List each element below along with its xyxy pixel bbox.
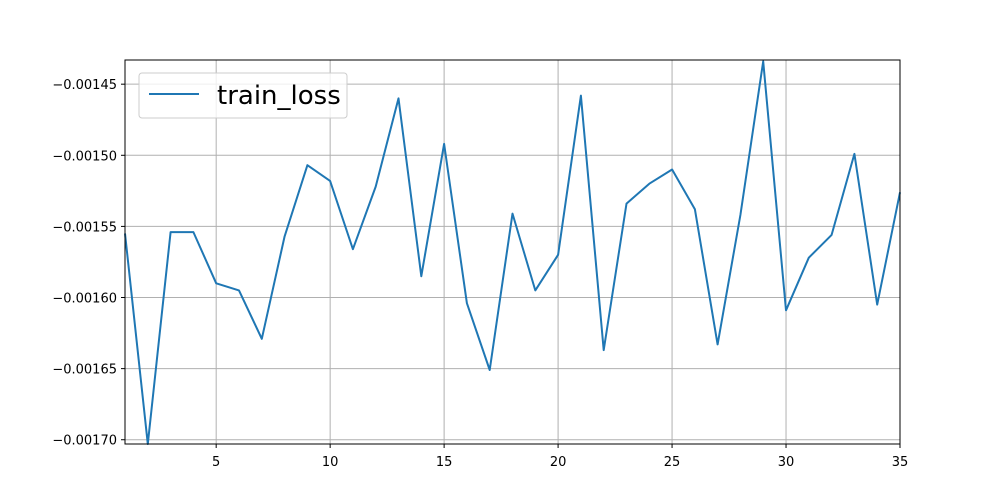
x-tick-label: 30 — [778, 455, 795, 470]
x-tick-label: 5 — [212, 455, 220, 470]
axis-ticks: 5 10 15 20 25 30 35 −0.00145 −0.00150 −0.00155 −0.… — [52, 78, 908, 470]
x-tick-label: 10 — [322, 455, 339, 470]
x-tick-label: 15 — [436, 455, 453, 470]
legend: train_loss — [138, 72, 348, 119]
x-tick-label: 25 — [664, 455, 681, 470]
y-tick-label: −0.00145 — [52, 78, 117, 93]
plot-frame — [124, 59, 901, 445]
series-line-train-loss — [124, 60, 901, 445]
x-tick-label: 35 — [892, 455, 909, 470]
legend-label-train-loss: train_loss — [217, 81, 341, 111]
plot-background — [125, 60, 900, 444]
x-tick-label: 20 — [550, 455, 567, 470]
y-tick-label: −0.00160 — [52, 292, 117, 307]
y-tick-label: −0.00155 — [52, 220, 117, 235]
y-tick-label: −0.00165 — [52, 363, 117, 378]
y-tick-label: −0.00150 — [52, 149, 117, 164]
y-tick-label: −0.00170 — [52, 434, 117, 449]
series-layer — [124, 60, 901, 445]
legend-box — [138, 72, 348, 119]
